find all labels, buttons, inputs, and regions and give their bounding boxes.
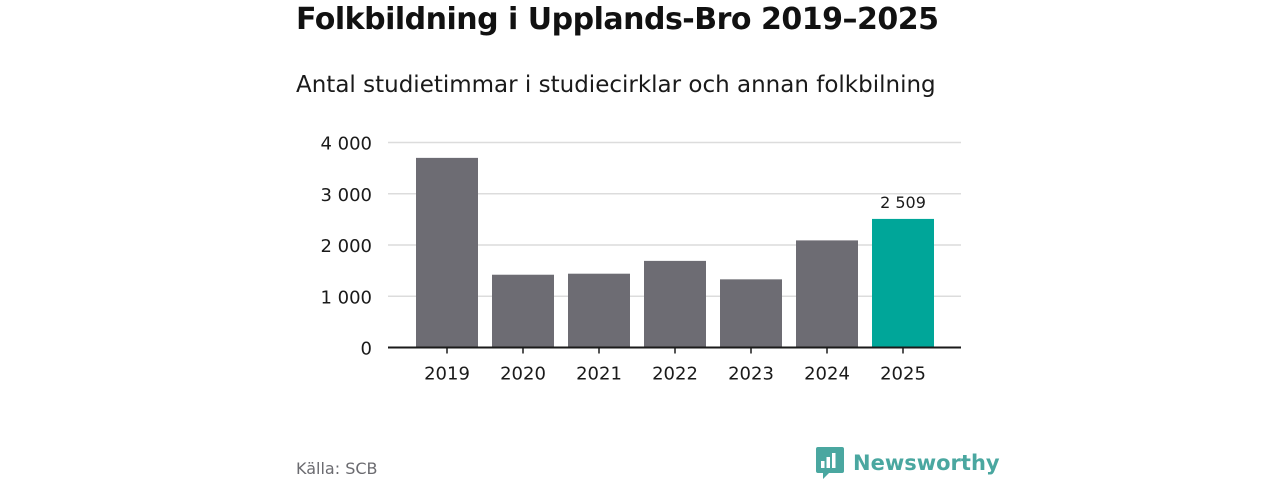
newsworthy-logo-icon (816, 447, 844, 479)
source-note: Källa: SCB (296, 459, 378, 478)
bar-2020 (492, 274, 554, 348)
bar-2021 (568, 273, 630, 348)
bar-2023 (720, 279, 782, 348)
bar-2025 (872, 218, 934, 348)
x-tick-label: 2020 (500, 364, 546, 385)
data-label: 2 509 (880, 193, 926, 212)
y-tick-label: 0 (361, 339, 372, 360)
chart-title: Folkbildning i Upplands-Bro 2019–2025 (296, 2, 939, 37)
y-tick-label: 2 000 (320, 236, 372, 257)
x-tick-label: 2025 (880, 364, 926, 385)
y-tick-label: 4 000 (320, 134, 372, 155)
x-tick-label: 2024 (804, 364, 850, 385)
labels: 0 1 000 2 000 3 000 4 000 2019 2020 2021 2022 202… (320, 134, 961, 385)
y-tick-label: 3 000 (320, 185, 372, 206)
x-tick-label: 2023 (728, 364, 774, 385)
brand-name: Newsworthy (853, 451, 1000, 475)
x-tick-label: 2021 (576, 364, 622, 385)
bar-2024 (796, 240, 858, 348)
bar-2022 (644, 260, 706, 348)
x-tick-label: 2022 (652, 364, 698, 385)
brand: Newsworthy (815, 446, 1000, 480)
bar-2019 (416, 157, 478, 348)
x-tick-label: 2019 (424, 364, 470, 385)
bars (416, 157, 934, 348)
chart-subtitle: Antal studietimmar i studiecirklar och a… (296, 72, 936, 98)
y-tick-label: 1 000 (320, 287, 372, 308)
